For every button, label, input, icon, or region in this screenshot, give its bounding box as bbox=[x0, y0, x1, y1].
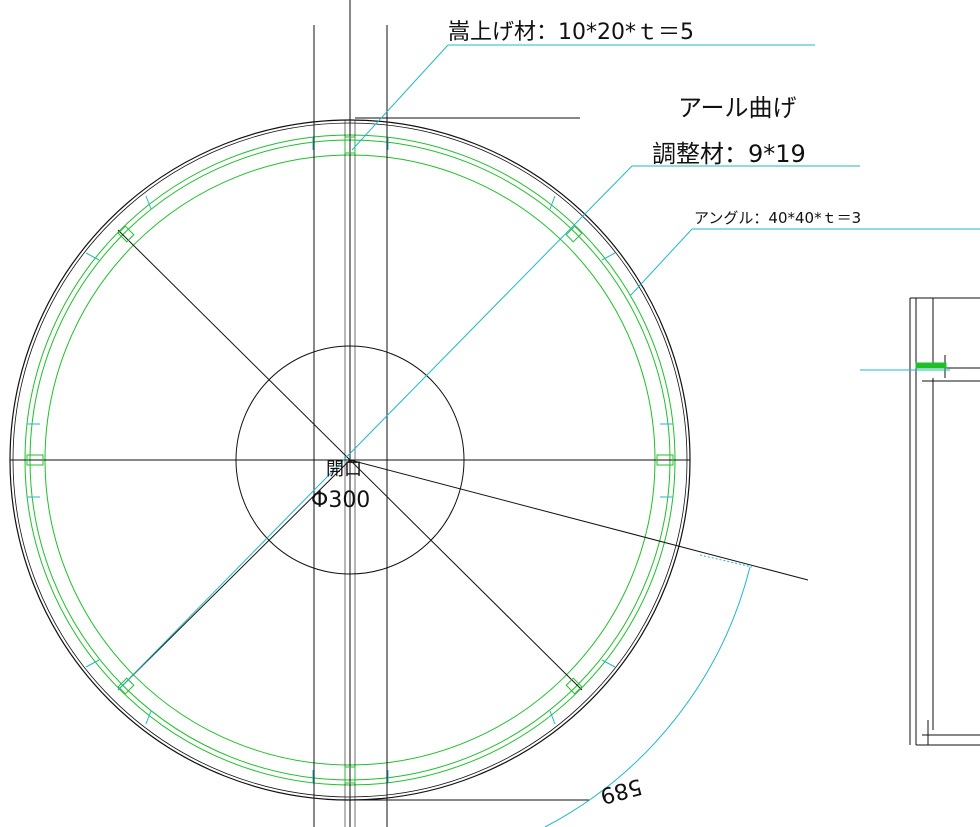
ring-ticks bbox=[27, 137, 673, 783]
raising-pieces bbox=[26, 136, 674, 784]
radius-line bbox=[349, 459, 809, 581]
plan-view bbox=[9, 0, 980, 827]
raising-material-label: 嵩上げ材：10*20*ｔ＝5 bbox=[448, 20, 694, 45]
leader-lines bbox=[117, 44, 980, 827]
angle-label: アングル：40*40*ｔ＝3 bbox=[694, 209, 862, 227]
opening-label: 開口 bbox=[326, 459, 362, 480]
side-view bbox=[860, 297, 980, 746]
diameter-label: Φ300 bbox=[311, 488, 371, 513]
arc-bend-label: アール曲げ bbox=[678, 94, 797, 122]
diagonal-line-2 bbox=[117, 459, 351, 691]
adjust-material-label: 調整材：9*19 bbox=[652, 140, 806, 168]
